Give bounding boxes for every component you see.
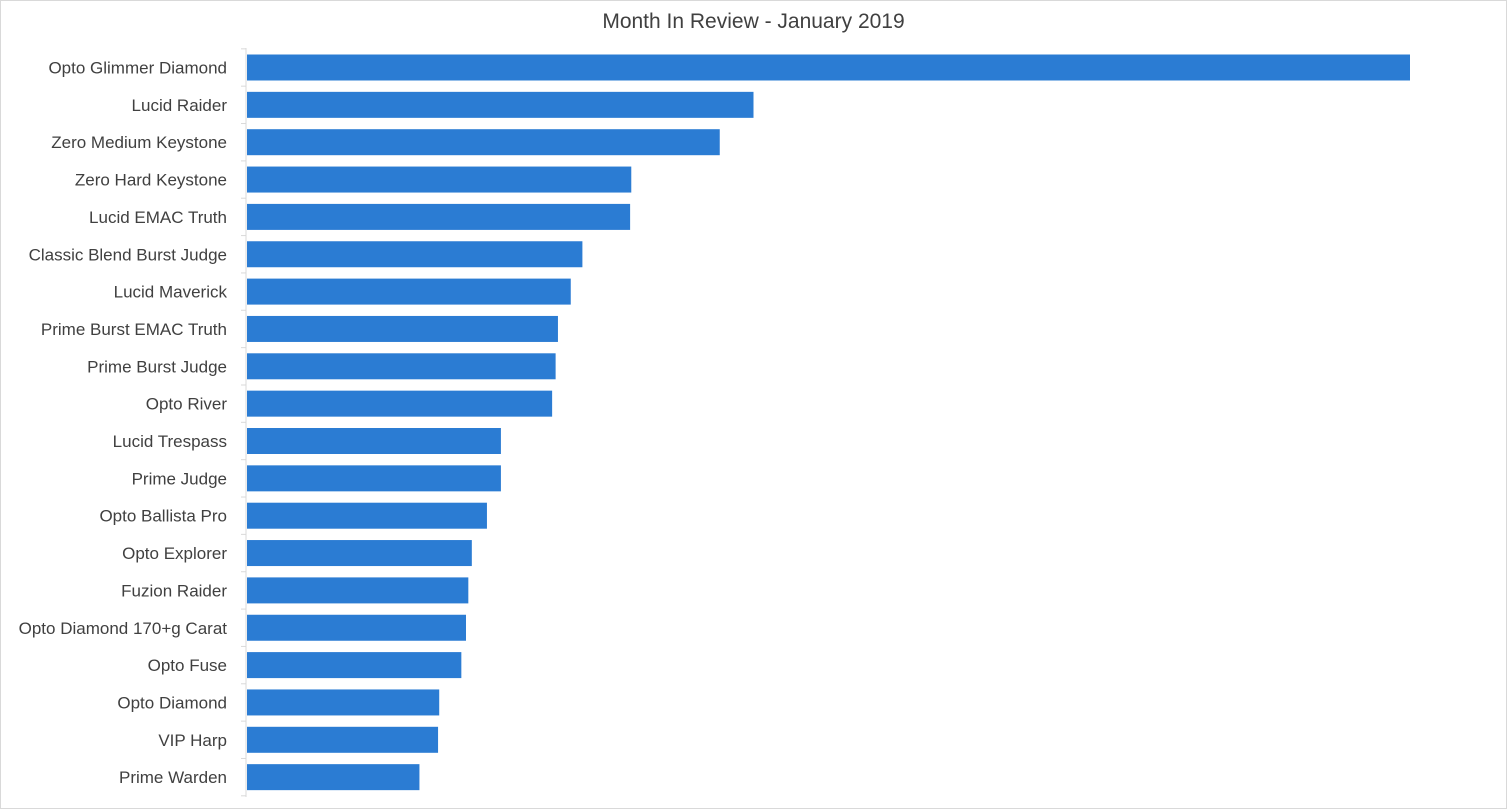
bar xyxy=(247,428,501,454)
bar xyxy=(247,726,439,753)
category-label: Zero Medium Keystone xyxy=(51,133,227,152)
category-label: Opto River xyxy=(146,395,228,414)
category-label: Classic Blend Burst Judge xyxy=(29,245,227,264)
bar xyxy=(247,353,556,380)
category-label: Opto Fuse xyxy=(148,656,227,675)
category-label: Lucid Trespass xyxy=(113,432,227,451)
bar xyxy=(247,652,462,679)
chart-title: Month In Review - January 2019 xyxy=(602,10,905,33)
bar xyxy=(247,203,631,230)
category-label: Opto Glimmer Diamond xyxy=(48,59,227,78)
category-label: Opto Diamond xyxy=(117,693,227,712)
category-label: Fuzion Raider xyxy=(121,581,227,600)
category-label: Prime Burst Judge xyxy=(87,357,227,376)
bar xyxy=(247,540,472,567)
bar xyxy=(247,390,553,417)
bar xyxy=(247,614,466,641)
bar xyxy=(247,689,440,716)
bar xyxy=(247,278,571,305)
category-label: Opto Diamond 170+g Carat xyxy=(19,619,228,638)
bar xyxy=(247,129,720,156)
category-label: Opto Explorer xyxy=(122,544,227,563)
bar xyxy=(247,577,469,604)
bar xyxy=(247,315,558,342)
bar xyxy=(247,764,420,791)
bar xyxy=(247,465,501,492)
bar xyxy=(247,91,754,118)
category-label: Prime Warden xyxy=(119,768,227,787)
bar xyxy=(247,241,583,268)
category-label: Zero Hard Keystone xyxy=(75,171,227,190)
bar xyxy=(247,502,487,529)
bar xyxy=(247,166,632,193)
category-label: VIP Harp xyxy=(158,731,227,750)
category-label: Lucid Maverick xyxy=(114,283,228,302)
category-label: Lucid EMAC Truth xyxy=(89,208,227,227)
category-label: Lucid Raider xyxy=(132,96,228,115)
category-label: Prime Judge xyxy=(132,469,227,488)
category-label: Opto Ballista Pro xyxy=(99,507,227,526)
category-label: Prime Burst EMAC Truth xyxy=(41,320,227,339)
bar xyxy=(247,54,1410,81)
